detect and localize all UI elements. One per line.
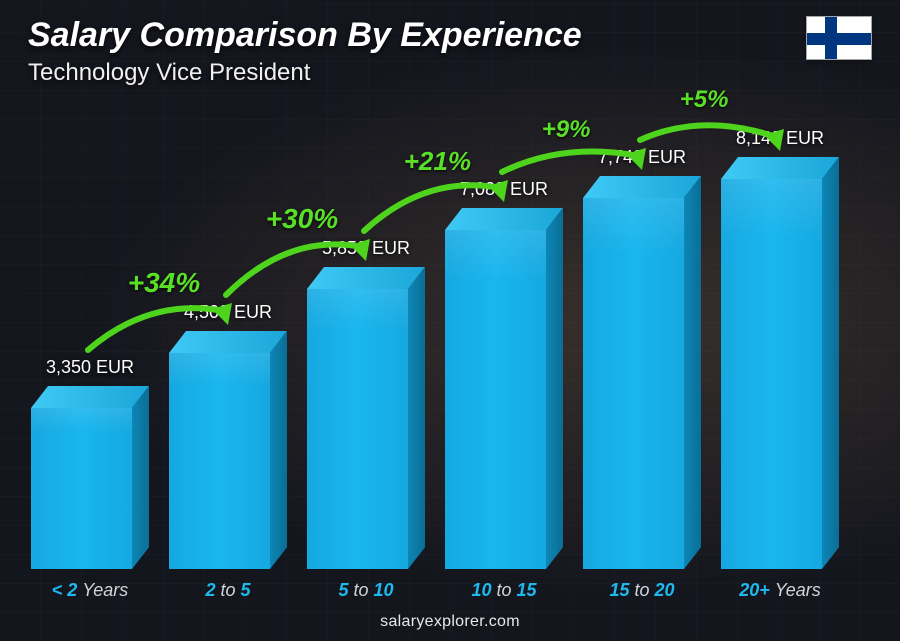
bar-side-face: [408, 268, 425, 569]
bar-value-label: 4,500 EUR: [184, 302, 272, 323]
bar: [31, 386, 149, 569]
bar-top-face: [307, 267, 425, 289]
x-axis-label: 15 to 20: [582, 580, 702, 601]
bar-value-label: 8,140 EUR: [736, 128, 824, 149]
bar: [583, 176, 701, 569]
x-axis-label: 2 to 5: [168, 580, 288, 601]
x-axis-label: 10 to 15: [444, 580, 564, 601]
header: Salary Comparison By Experience Technolo…: [28, 16, 872, 87]
x-axis-label: 5 to 10: [306, 580, 426, 601]
page-title: Salary Comparison By Experience: [28, 16, 872, 55]
bar: [721, 157, 839, 569]
bar-front-face: [445, 230, 546, 569]
bar-front-face: [721, 179, 822, 569]
bar: [307, 267, 425, 569]
bar-top-face: [583, 176, 701, 198]
bar-front-face: [583, 198, 684, 569]
x-axis-label: 20+ Years: [720, 580, 840, 601]
bar-side-face: [546, 209, 563, 569]
x-axis-label: < 2 Years: [30, 580, 150, 601]
x-axis: < 2 Years 2 to 5 5 to 10 10 to 15 15 to 20 20…: [30, 580, 840, 601]
bar-column: 4,500 EUR: [168, 302, 288, 569]
bar-top-face: [31, 386, 149, 408]
finland-flag-icon: [806, 16, 872, 60]
bar-column: 7,080 EUR: [444, 179, 564, 569]
bar-side-face: [684, 177, 701, 569]
bar: [445, 208, 563, 569]
bar-column: 3,350 EUR: [30, 357, 150, 569]
bar-value-label: 3,350 EUR: [46, 357, 134, 378]
bar-side-face: [822, 158, 839, 569]
footer-attribution: salaryexplorer.com: [0, 613, 900, 631]
bar-top-face: [445, 208, 563, 230]
bar-column: 5,850 EUR: [306, 238, 426, 569]
bar-front-face: [31, 408, 132, 569]
bar-column: 8,140 EUR: [720, 128, 840, 569]
bar-value-label: 7,740 EUR: [598, 147, 686, 168]
bar-front-face: [169, 353, 270, 569]
bar-value-label: 7,080 EUR: [460, 179, 548, 200]
bar-front-face: [307, 289, 408, 569]
infographic-container: Salary Comparison By Experience Technolo…: [0, 0, 900, 641]
bar-column: 7,740 EUR: [582, 147, 702, 569]
bar-value-label: 5,850 EUR: [322, 238, 410, 259]
page-subtitle: Technology Vice President: [28, 59, 872, 87]
bar-top-face: [169, 331, 287, 353]
bar-top-face: [721, 157, 839, 179]
bar-side-face: [270, 332, 287, 569]
bar-side-face: [132, 387, 149, 569]
bar-chart: 3,350 EUR 4,500 EUR 5,850 EUR 7,080 EUR 7,74…: [30, 109, 840, 569]
bar: [169, 331, 287, 569]
